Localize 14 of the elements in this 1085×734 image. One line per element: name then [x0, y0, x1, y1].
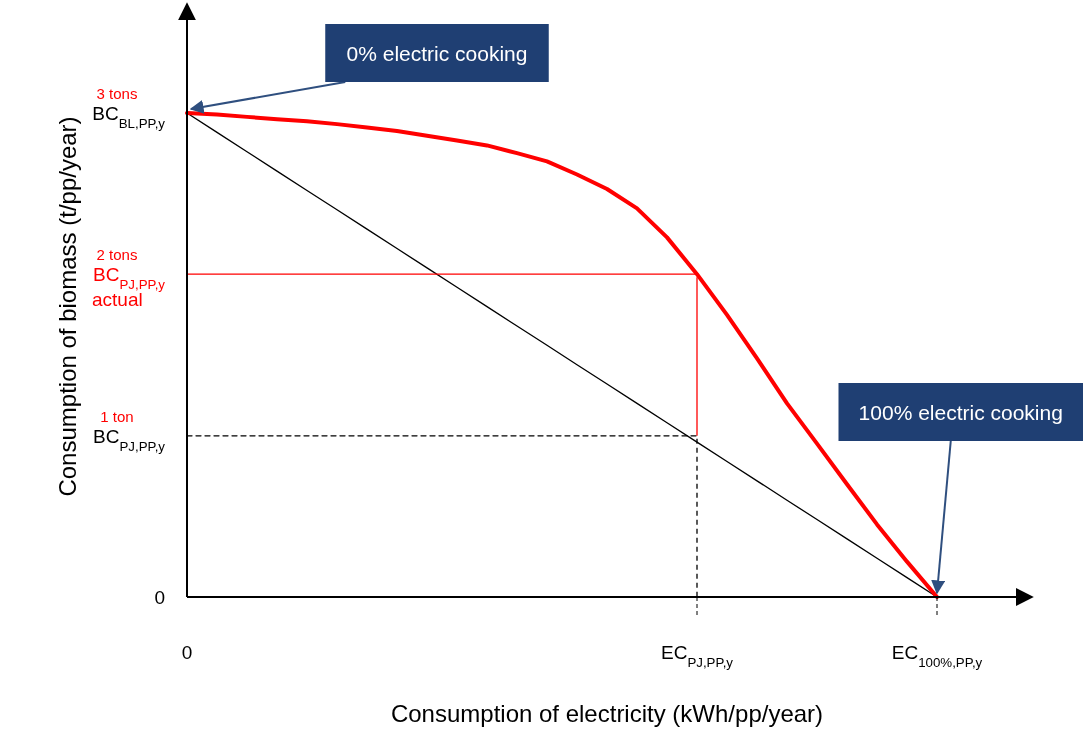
x-tick-label: EC$_{100%,PP,y}$	[891, 642, 983, 670]
annotation: BC$_{BL,PP,y}$	[92, 103, 166, 131]
y-axis-title: Consumption of biomass (t/pp/year)	[54, 116, 81, 497]
x-tick-label: 0	[181, 642, 193, 663]
text: 3 tons	[96, 85, 138, 102]
text: 1 ton	[100, 407, 134, 425]
annotation: 100% electric cooking	[858, 401, 1063, 424]
text: 0	[154, 587, 165, 608]
x-tick-label: EC$_{PJ,PP,y}$	[661, 642, 734, 670]
annotation: 0% electric cooking	[346, 42, 528, 65]
annotation: BC$_{PJ,PP,y}$	[93, 425, 166, 454]
annotation: BC$_{PJ,PP,y}$	[93, 264, 166, 292]
text: 2 tons	[96, 246, 138, 264]
x-axis-title: Consumption of electricity (kWh/pp/year)	[390, 700, 824, 727]
